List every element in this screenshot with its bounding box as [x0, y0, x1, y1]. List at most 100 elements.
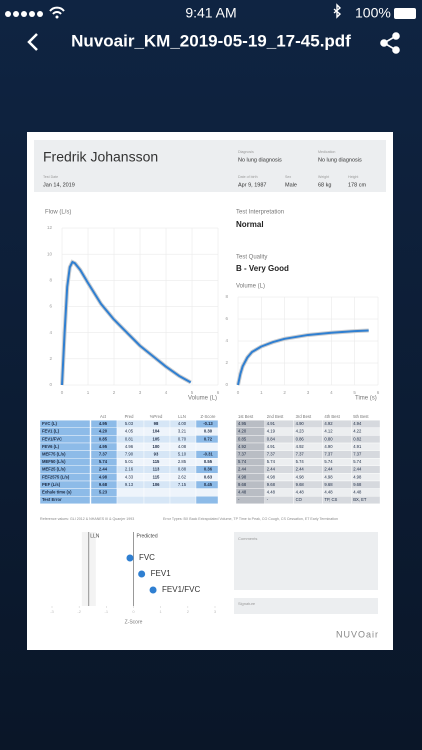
table-value: 0.85 [99, 436, 108, 441]
table-value: 4.90 [324, 444, 333, 449]
patient-name: Fredrik Johansson [43, 149, 158, 165]
table-cell [351, 496, 381, 505]
table-value: 0.81 [125, 436, 134, 441]
table-value: 4.95 [238, 421, 247, 426]
zscore-dot [126, 554, 134, 562]
table-value: 4.95 [99, 444, 108, 449]
x-tick-label: 2 [187, 609, 190, 614]
table-value: 2.44 [267, 467, 276, 472]
field-value: 68 kg [318, 182, 331, 188]
table-value: -0.31 [203, 452, 213, 457]
x-tick-label: 5 [191, 390, 194, 395]
table-header: Z-Score [201, 414, 217, 419]
y-tick-label: 12 [47, 225, 53, 230]
table-cell [264, 496, 294, 505]
table-value: - [267, 497, 269, 502]
table-value: 4.90 [296, 421, 305, 426]
logo: NUVOair [336, 629, 379, 639]
table-header: 1st Best [238, 414, 254, 419]
x-tick-label: 6 [217, 390, 220, 395]
table-value: 4.96 [125, 444, 134, 449]
x-axis-label: Z-Score [125, 619, 143, 625]
table-value: 2.85 [178, 459, 187, 464]
table-value: 0.70 [178, 436, 187, 441]
table-cell [116, 488, 145, 497]
table-header: %Pred [150, 414, 163, 419]
table-value: 4.98 [238, 474, 247, 479]
x-tick-label: 1 [87, 390, 90, 395]
zscore-dot [149, 586, 157, 594]
table-value: 93 [154, 452, 159, 457]
table-value: 0.30 [204, 429, 213, 434]
table-value: 104 [153, 429, 161, 434]
table-cell [169, 488, 197, 497]
table-value: TP, CS [324, 497, 337, 502]
table-value: 5.74 [267, 459, 276, 464]
field-label: Test Date [43, 175, 58, 179]
table-value: 4.98 [99, 474, 108, 479]
table-value: 4.22 [353, 429, 362, 434]
table-value: 7.37 [267, 452, 276, 457]
table-cell [169, 496, 197, 505]
table-value: FEV1/FVC [42, 436, 62, 441]
zscore-dot [138, 570, 146, 578]
table-value: 4.98 [324, 474, 333, 479]
table-value: 5.01 [125, 459, 134, 464]
field-value: Jan 14, 2019 [43, 182, 75, 188]
table-value: 5.74 [99, 459, 108, 464]
table-value: 0.80 [324, 436, 333, 441]
table-value: 7.90 [125, 452, 134, 457]
table-value: 0.36 [204, 467, 213, 472]
y-tick-label: 8 [225, 294, 228, 299]
share-button[interactable] [380, 32, 400, 54]
table-value: 5.74 [353, 459, 362, 464]
signature-label: Signature [238, 601, 256, 606]
table-value: 113 [153, 467, 160, 472]
table-value: 4.08 [178, 444, 187, 449]
table-value: 0.72 [204, 436, 213, 441]
x-tick-label: 6 [377, 390, 380, 395]
table-value: 7.37 [324, 452, 333, 457]
table-header: 2nd Best [267, 414, 284, 419]
table-value: 5.74 [324, 459, 333, 464]
field-value: Male [285, 182, 297, 188]
field-value: No lung diagnosis [238, 157, 282, 163]
table-value: 4.48 [267, 490, 276, 495]
table-cell [195, 496, 219, 505]
x-tick-label: 4 [165, 390, 168, 395]
table-value: 7.37 [353, 452, 362, 457]
table-value: 9.68 [324, 482, 333, 487]
x-tick-label: 3 [139, 390, 142, 395]
table-value: 2.16 [125, 467, 134, 472]
table-value: CO [296, 497, 303, 502]
table-value: 0.82 [353, 436, 362, 441]
back-button[interactable] [27, 33, 38, 51]
field-value: No lung diagnosis [318, 157, 362, 163]
table-cell [39, 496, 91, 505]
table-value: 4.48 [353, 490, 362, 495]
curve [61, 261, 192, 386]
lln-label: LLN [90, 533, 100, 539]
table-header: Act [100, 414, 107, 419]
table-value: FVC (L) [42, 421, 57, 426]
table-value: 5.23 [99, 490, 108, 495]
x-tick-label: 3 [307, 390, 310, 395]
y-tick-label: 6 [49, 304, 52, 309]
x-tick-label: 0 [132, 609, 135, 614]
table-value: 2.44 [324, 467, 333, 472]
table-value: 0.86 [296, 436, 305, 441]
battery-text: 100% [355, 5, 391, 21]
x-tick-label: 0 [237, 390, 240, 395]
x-tick-label: 3 [214, 609, 217, 614]
table-value: Test Error [42, 497, 62, 502]
table-value: 5.03 [125, 421, 134, 426]
table-value: 4.20 [99, 429, 108, 434]
table-value: 4.12 [324, 429, 333, 434]
table-value: 9.68 [267, 482, 276, 487]
table-value: 4.92 [324, 421, 333, 426]
table-value: FEV6 (L) [42, 444, 60, 449]
flow-y-label: Flow (L/s) [45, 210, 71, 216]
comments-label: Comments [238, 536, 257, 541]
table-header: LLN [178, 414, 186, 419]
volume-x-label: Time (s) [355, 396, 377, 402]
